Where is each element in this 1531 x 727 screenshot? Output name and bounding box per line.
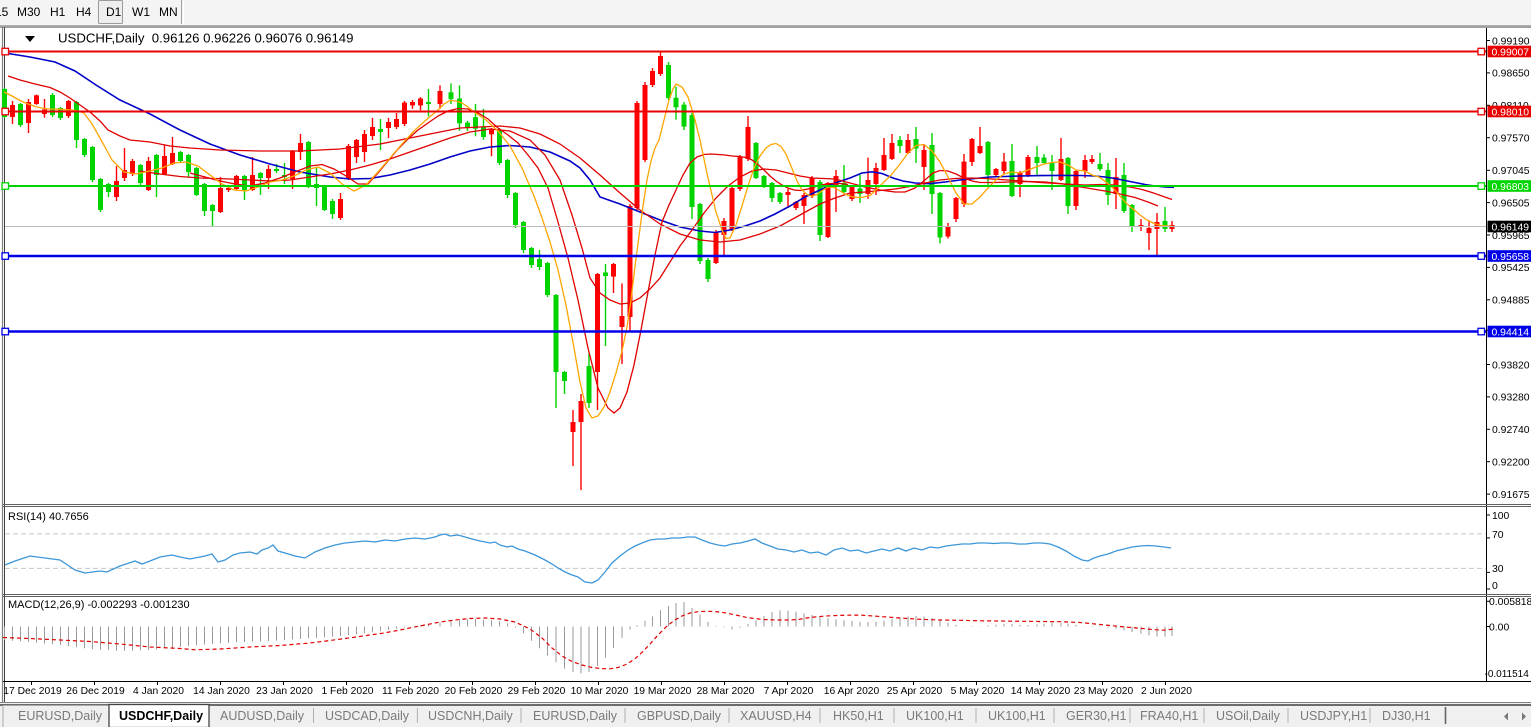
svg-text:11 Feb 2020: 11 Feb 2020 [382,686,439,697]
svg-text:DJ30,H1: DJ30,H1 [1382,709,1431,723]
svg-text:MN: MN [159,5,178,19]
svg-text:-0.011514: -0.011514 [1485,669,1530,680]
svg-text:W1: W1 [132,5,150,19]
svg-text:USDCAD,Daily: USDCAD,Daily [325,709,410,723]
svg-text:26 Dec 2019: 26 Dec 2019 [66,686,125,697]
svg-text:0.96149: 0.96149 [1492,222,1530,233]
svg-text:5 May 2020: 5 May 2020 [951,686,1005,697]
svg-text:USDCHF,Daily: USDCHF,Daily [119,709,203,723]
svg-text:0.93280: 0.93280 [1492,393,1530,404]
svg-text:0.92740: 0.92740 [1492,425,1530,436]
svg-text:0.99190: 0.99190 [1492,36,1530,47]
svg-text:RSI(14) 40.7656: RSI(14) 40.7656 [8,511,89,523]
svg-text:HK50,H1: HK50,H1 [833,709,884,723]
svg-text:FRA40,H1: FRA40,H1 [1140,709,1198,723]
svg-text:H4: H4 [76,5,92,19]
svg-text:EURUSD,Daily: EURUSD,Daily [533,709,618,723]
svg-text:0.97045: 0.97045 [1492,166,1530,177]
svg-text:16 Apr 2020: 16 Apr 2020 [824,686,880,697]
svg-text:23 May 2020: 23 May 2020 [1074,686,1134,697]
svg-text:D1: D1 [106,5,122,19]
svg-text:AUDUSD,Daily: AUDUSD,Daily [220,709,305,723]
svg-text:0.92200: 0.92200 [1492,458,1530,469]
svg-text:0.00: 0.00 [1489,622,1509,633]
svg-text:0.94414: 0.94414 [1492,327,1530,338]
svg-text:0.97570: 0.97570 [1492,134,1530,145]
svg-text:UK100,H1: UK100,H1 [906,709,964,723]
svg-text:25 Apr 2020: 25 Apr 2020 [887,686,943,697]
svg-text:UK100,H1: UK100,H1 [988,709,1046,723]
svg-text:USDCHF,Daily 0.96126 0.96226: USDCHF,Daily 0.96126 0.96226 0.96076 0.9… [58,31,353,46]
svg-text:10 Mar 2020: 10 Mar 2020 [571,686,629,697]
svg-text:1 Feb 2020: 1 Feb 2020 [321,686,373,697]
svg-text:15: 15 [0,5,9,19]
svg-text:MACD(12,26,9) -0.002293 -0.001: MACD(12,26,9) -0.002293 -0.001230 [8,599,190,611]
svg-text:0.94885: 0.94885 [1492,296,1530,307]
svg-text:GER30,H1: GER30,H1 [1066,709,1126,723]
svg-text:30: 30 [1492,564,1504,575]
svg-text:USDCNH,Daily: USDCNH,Daily [428,709,513,723]
svg-text:H1: H1 [50,5,66,19]
svg-text:0.95425: 0.95425 [1492,263,1530,274]
svg-text:0: 0 [1492,581,1498,592]
svg-text:7 Apr 2020: 7 Apr 2020 [764,686,814,697]
svg-text:0.005818: 0.005818 [1489,597,1531,608]
svg-text:0.96505: 0.96505 [1492,198,1530,209]
svg-text:0.98650: 0.98650 [1492,69,1530,80]
svg-text:17 Dec 2019: 17 Dec 2019 [3,686,62,697]
svg-text:28 Mar 2020: 28 Mar 2020 [697,686,755,697]
svg-text:20 Feb 2020: 20 Feb 2020 [445,686,503,697]
svg-text:M30: M30 [17,5,41,19]
svg-text:14 Jan 2020: 14 Jan 2020 [193,686,250,697]
svg-text:0.93820: 0.93820 [1492,360,1530,371]
svg-text:0.96803: 0.96803 [1492,182,1530,193]
svg-text:14 May 2020: 14 May 2020 [1011,686,1071,697]
svg-text:XAUUSD,H4: XAUUSD,H4 [740,709,812,723]
svg-text:29 Feb 2020: 29 Feb 2020 [508,686,566,697]
svg-text:0.98010: 0.98010 [1492,107,1530,118]
svg-text:0.91675: 0.91675 [1492,490,1530,501]
svg-text:0.95658: 0.95658 [1492,252,1530,263]
svg-text:USDJPY,H1: USDJPY,H1 [1300,709,1367,723]
svg-text:100: 100 [1492,511,1510,522]
svg-text:0.95965: 0.95965 [1492,231,1530,242]
svg-text:2 Jun 2020: 2 Jun 2020 [1141,686,1192,697]
svg-text:GBPUSD,Daily: GBPUSD,Daily [637,709,722,723]
svg-text:19 Mar 2020: 19 Mar 2020 [634,686,692,697]
svg-text:0.99007: 0.99007 [1492,47,1530,58]
svg-text:EURUSD,Daily: EURUSD,Daily [18,709,103,723]
svg-text:23 Jan 2020: 23 Jan 2020 [256,686,313,697]
svg-text:70: 70 [1492,530,1504,541]
svg-text:USOil,Daily: USOil,Daily [1216,709,1281,723]
svg-text:4 Jan 2020: 4 Jan 2020 [133,686,184,697]
